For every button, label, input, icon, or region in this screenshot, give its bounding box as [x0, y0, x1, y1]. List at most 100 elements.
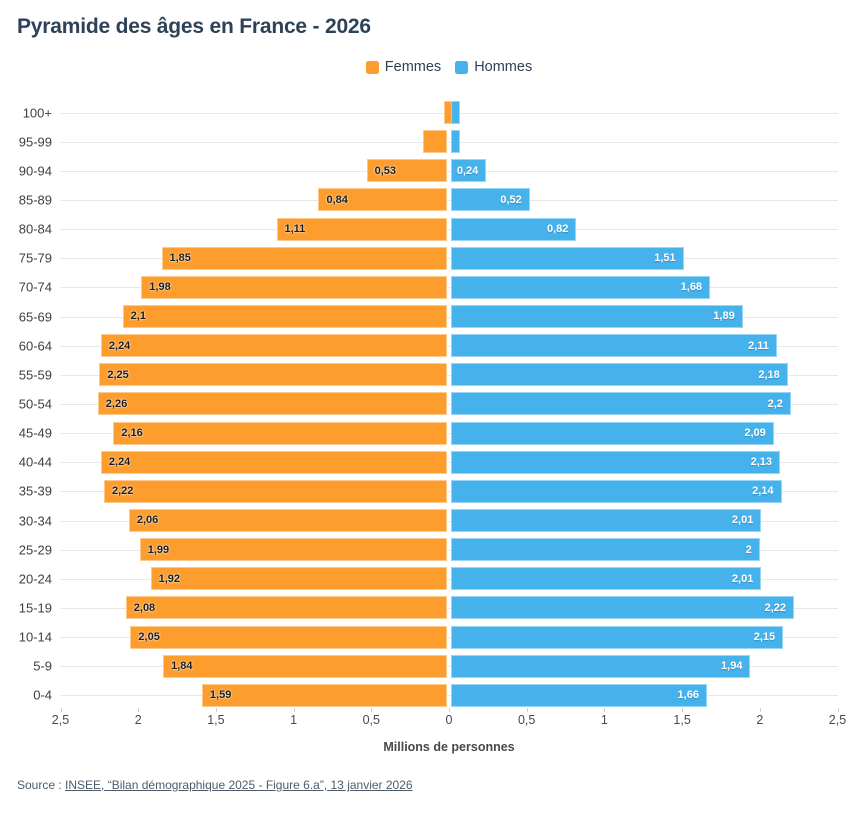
bar-hommes[interactable]: 2,09: [450, 421, 774, 445]
bar-hommes[interactable]: 2,15: [450, 625, 784, 649]
x-tick-mark: [526, 708, 528, 712]
pyramid-row: 35-39 2,22 2,14: [0, 477, 866, 506]
age-group-label: 95-99: [18, 134, 52, 150]
pyramid-row: 60-64 2,24 2,11: [0, 331, 866, 360]
pyramid-row: 20-24 1,92 2,01: [0, 564, 866, 593]
bar-hommes[interactable]: 2,14: [450, 479, 782, 503]
bar-hommes[interactable]: 1,68: [450, 275, 711, 299]
bar-hommes[interactable]: 2,2: [450, 392, 791, 416]
x-tick-label: 2,5: [828, 713, 847, 727]
age-group-label: 90-94: [18, 163, 52, 179]
bar-femmes[interactable]: 2,25: [99, 363, 448, 387]
legend-item-femmes: Femmes: [365, 59, 441, 75]
pyramid-row: 10-14 2,05 2,15: [0, 623, 866, 652]
bar-femmes[interactable]: 2,26: [97, 392, 448, 416]
pyramid-row: 65-69 2,1 1,89: [0, 302, 866, 331]
bar-value-label: 2: [745, 543, 752, 556]
age-group-label: 70-74: [18, 279, 52, 295]
bar-value-label: 0,84: [326, 193, 348, 206]
row-gridline: [60, 141, 838, 143]
bar-femmes[interactable]: 2,1: [122, 304, 448, 328]
bar-hommes[interactable]: 2: [450, 538, 760, 562]
bar-femmes[interactable]: 2,16: [113, 421, 448, 445]
bar-femmes[interactable]: 2,06: [128, 508, 448, 532]
bar-femmes[interactable]: 1,85: [161, 246, 448, 270]
bar-hommes[interactable]: [450, 130, 460, 154]
age-group-label: 75-79: [18, 250, 52, 266]
age-group-label: 25-29: [18, 542, 52, 558]
row-gridline: [60, 345, 838, 347]
pyramid-row: 40-44 2,24 2,13: [0, 448, 866, 477]
bar-hommes[interactable]: 2,13: [450, 450, 780, 474]
x-tick-mark: [837, 708, 839, 712]
bar-hommes[interactable]: 0,82: [450, 217, 577, 241]
row-gridline: [60, 316, 838, 318]
bar-hommes[interactable]: [450, 101, 460, 124]
bar-femmes[interactable]: 1,99: [139, 538, 448, 562]
bar-hommes[interactable]: 2,01: [450, 567, 762, 591]
hommes-swatch-icon: [455, 60, 469, 74]
bar-femmes[interactable]: 1,98: [141, 275, 448, 299]
bar-hommes[interactable]: 1,94: [450, 654, 751, 678]
bar-hommes[interactable]: 1,51: [450, 246, 684, 270]
row-gridline: [60, 549, 838, 551]
bar-femmes[interactable]: 0,53: [366, 159, 448, 183]
bar-femmes[interactable]: 1,84: [163, 654, 448, 678]
age-group-label: 85-89: [18, 192, 52, 208]
x-tick-label: 2: [134, 713, 142, 727]
pyramid-row: 50-54 2,26 2,2: [0, 389, 866, 418]
row-gridline: [60, 520, 838, 522]
source-link[interactable]: INSEE, “Bilan démographique 2025 - Figur…: [65, 778, 413, 792]
bar-value-label: 2,14: [752, 485, 774, 498]
bar-hommes[interactable]: 2,11: [450, 334, 777, 358]
bar-femmes[interactable]: 2,08: [125, 596, 448, 620]
legend-label-hommes: Hommes: [474, 59, 533, 75]
age-group-label: 45-49: [18, 425, 52, 441]
row-gridline: [60, 491, 838, 493]
age-group-label: 80-84: [18, 221, 52, 237]
bar-femmes[interactable]: [422, 130, 448, 154]
bar-hommes[interactable]: 1,89: [450, 304, 743, 328]
bar-femmes[interactable]: 2,24: [100, 450, 448, 474]
bar-hommes[interactable]: 2,18: [450, 363, 788, 387]
bar-value-label: 2,18: [758, 368, 780, 381]
bar-femmes[interactable]: 1,59: [201, 683, 448, 707]
bar-hommes[interactable]: 2,22: [450, 596, 794, 620]
source-prefix: Source :: [17, 778, 66, 792]
bar-value-label: 2,22: [764, 601, 786, 614]
bar-value-label: 2,24: [108, 456, 131, 469]
age-group-label: 55-59: [18, 367, 52, 383]
x-tick-mark: [371, 708, 373, 712]
pyramid-rows: 100+ 95-99 90-94 0,53 0,24 85-89 0,84 0,52 80-84…: [0, 98, 866, 710]
pyramid-row: 25-29 1,99 2: [0, 535, 866, 564]
bar-hommes[interactable]: 0,24: [450, 159, 487, 183]
bar-hommes[interactable]: 0,52: [450, 188, 530, 212]
pyramid-row: 15-19 2,08 2,22: [0, 593, 866, 622]
age-group-label: 100+: [22, 105, 52, 121]
pyramid-row: 55-59 2,25 2,18: [0, 360, 866, 389]
femmes-swatch-icon: [365, 60, 379, 74]
bar-value-label: 2,11: [748, 339, 769, 352]
age-group-label: 5-9: [33, 658, 52, 674]
bar-hommes[interactable]: 2,01: [450, 508, 762, 532]
row-gridline: [60, 374, 838, 376]
bar-femmes[interactable]: 0,84: [318, 188, 448, 212]
bar-femmes[interactable]: 2,22: [104, 479, 448, 503]
bar-femmes[interactable]: 1,92: [150, 567, 448, 591]
bar-femmes[interactable]: 2,24: [100, 334, 448, 358]
pyramid-row: 85-89 0,84 0,52: [0, 185, 866, 214]
bar-value-label: 1,85: [169, 252, 191, 265]
bar-value-label: 2,16: [121, 427, 143, 440]
bar-value-label: 0,82: [547, 223, 569, 236]
bar-value-label: 1,51: [654, 252, 676, 265]
bar-value-label: 2,1: [130, 310, 146, 323]
age-group-label: 30-34: [18, 513, 52, 529]
bar-hommes[interactable]: 1,66: [450, 683, 707, 707]
source-note: Source : INSEE, “Bilan démographique 202…: [17, 778, 413, 792]
bar-femmes[interactable]: 2,05: [130, 625, 448, 649]
x-tick-mark: [293, 708, 295, 712]
bar-value-label: 1,84: [171, 660, 193, 673]
row-gridline: [60, 403, 838, 405]
bar-femmes[interactable]: 1,11: [276, 217, 448, 241]
